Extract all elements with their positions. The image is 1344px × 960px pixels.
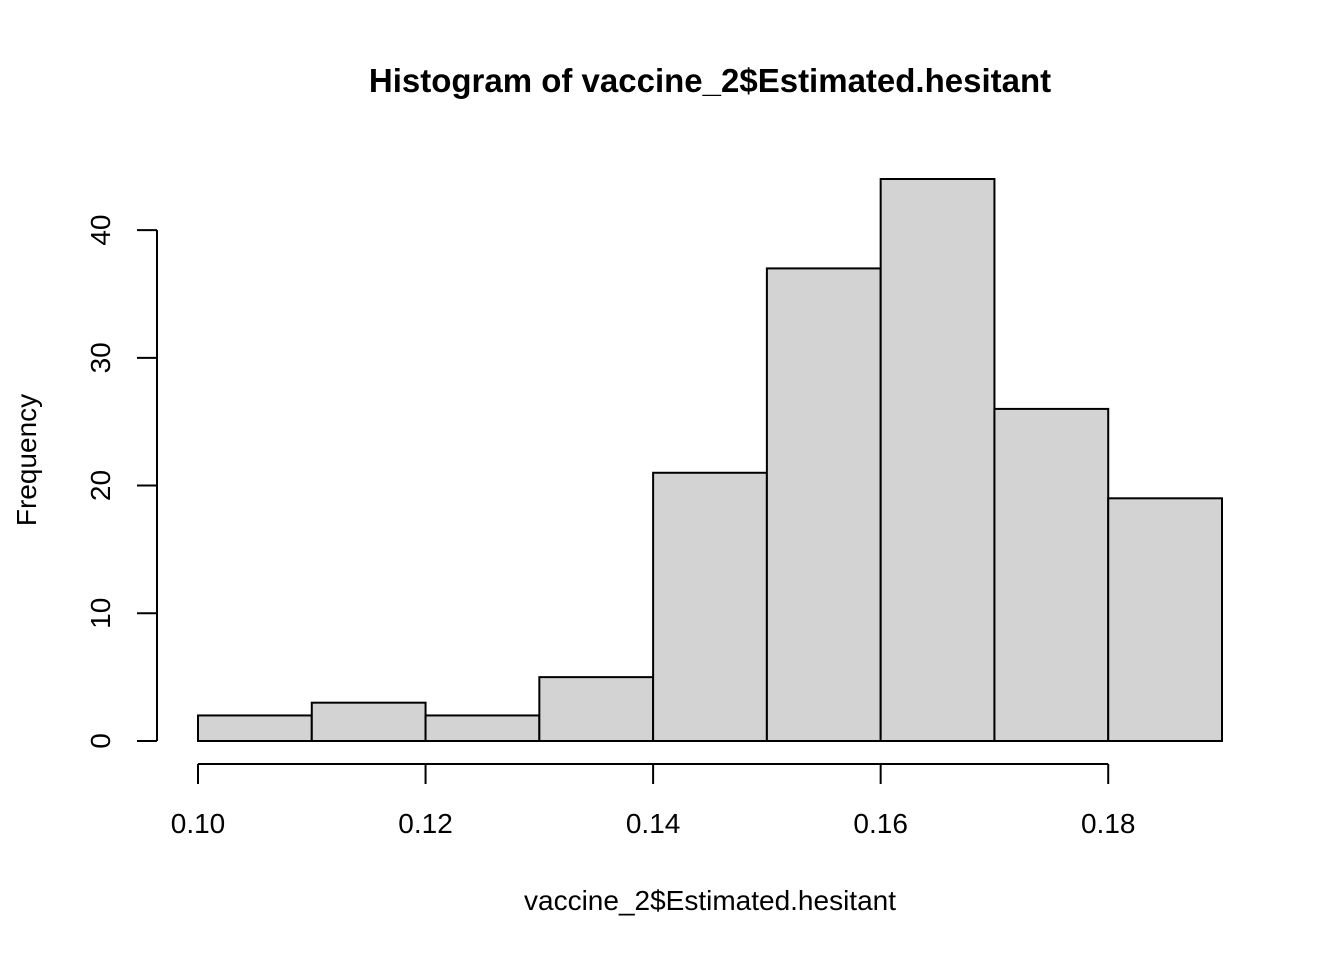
y-tick-label-2: 10 [85, 598, 116, 629]
histogram-bar-5 [652, 471, 768, 742]
x-axis-label: vaccine_2$Estimated.hesitant [524, 885, 896, 916]
x-tick-label-2: 0.12 [398, 808, 453, 839]
x-tick-label-5: 0.18 [1081, 808, 1136, 839]
x-tick-label-3: 0.14 [626, 808, 681, 839]
histogram-bar-7 [879, 178, 996, 742]
bars-group [197, 178, 1223, 743]
histogram-bar-2 [310, 701, 427, 743]
chart-title: Histogram of vaccine_2$Estimated.hesitan… [369, 62, 1051, 99]
x-axis: 0.10 0.12 0.14 0.16 0.18 [171, 763, 1136, 839]
x-tick-label-4: 0.16 [853, 808, 908, 839]
histogram-bar-4 [538, 676, 655, 742]
histogram-bar-9 [1107, 497, 1223, 742]
y-tick-label-4: 30 [85, 342, 116, 373]
histogram-bar-1 [197, 714, 313, 742]
y-tick-label-3: 20 [85, 470, 116, 501]
histogram-bar-3 [424, 714, 541, 742]
y-tick-label-1: 0 [85, 733, 116, 749]
y-axis-label: Frequency [11, 394, 42, 526]
y-tick-label-5: 40 [85, 215, 116, 246]
x-tick-label-1: 0.10 [171, 808, 226, 839]
histogram-bar-8 [993, 407, 1110, 742]
histogram-bar-6 [765, 267, 882, 742]
y-axis: 0 10 20 30 40 [85, 215, 158, 749]
